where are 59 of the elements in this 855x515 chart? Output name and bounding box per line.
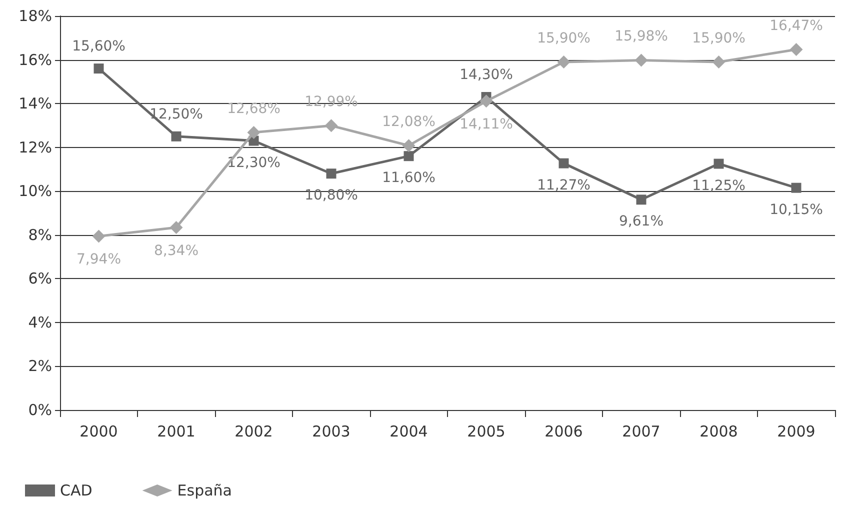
point: [791, 182, 802, 193]
x-tick-label: 2003: [312, 422, 350, 440]
y-tick-label: 18%: [18, 7, 52, 25]
data-label: 11,60%: [382, 170, 436, 186]
point: [170, 220, 183, 234]
data-label: 11,25%: [692, 178, 746, 194]
y-tick-label: 12%: [18, 138, 52, 156]
x-tick-label: 2008: [700, 422, 738, 440]
data-label: 14,11%: [460, 116, 513, 133]
data-label: 11,27%: [537, 177, 590, 194]
data-label: 7,94%: [76, 252, 121, 268]
data-label: 10,80%: [304, 188, 358, 204]
data-label: 15,90%: [692, 30, 746, 46]
x-tick-label: 2004: [390, 422, 428, 440]
point: [326, 168, 336, 179]
legend-label: España: [177, 482, 232, 500]
data-label: 14,30%: [460, 66, 513, 83]
point: [790, 42, 803, 56]
point: [480, 94, 493, 108]
point: [558, 158, 569, 168]
point: [404, 151, 414, 162]
y-tick-label: 16%: [18, 50, 52, 69]
point: [324, 119, 338, 132]
point: [171, 131, 182, 142]
point: [94, 64, 104, 74]
data-label: 12,50%: [150, 106, 203, 122]
x-tick-label: 2007: [622, 422, 660, 440]
y-tick-label: 6%: [28, 270, 52, 288]
x-tick-label: 2001: [157, 422, 196, 440]
y-tick-label: 0%: [28, 401, 52, 419]
y-tick-label: 2%: [28, 357, 52, 376]
x-tick-label: 2000: [80, 422, 118, 440]
data-label: 15,90%: [537, 30, 590, 46]
point: [92, 230, 106, 243]
point: [636, 194, 646, 205]
data-label: 8,34%: [154, 242, 198, 259]
point: [247, 126, 260, 139]
data-label: 15,98%: [614, 28, 668, 45]
point: [634, 54, 648, 67]
x-tick-label: 2009: [777, 422, 816, 440]
y-tick-label: 14%: [18, 94, 52, 113]
data-label: 9,61%: [619, 214, 664, 230]
legend-label: CAD: [60, 482, 92, 500]
data-label: 12,30%: [227, 154, 280, 171]
x-tick-label: 2006: [544, 422, 583, 440]
point: [402, 139, 416, 152]
y-tick-label: 8%: [28, 226, 52, 244]
data-label: 15,60%: [72, 38, 126, 55]
data-label: 16,47%: [770, 18, 823, 34]
x-tick-label: 2005: [467, 422, 506, 440]
y-tick-label: 4%: [28, 313, 52, 332]
x-tick-label: 2002: [234, 422, 273, 440]
point: [712, 55, 726, 68]
data-label: 10,15%: [770, 202, 823, 218]
point: [557, 55, 570, 68]
y-tick-label: 10%: [18, 182, 52, 200]
data-label: 12,68%: [227, 100, 280, 117]
point: [714, 158, 724, 169]
data-label: 12,08%: [382, 114, 436, 130]
